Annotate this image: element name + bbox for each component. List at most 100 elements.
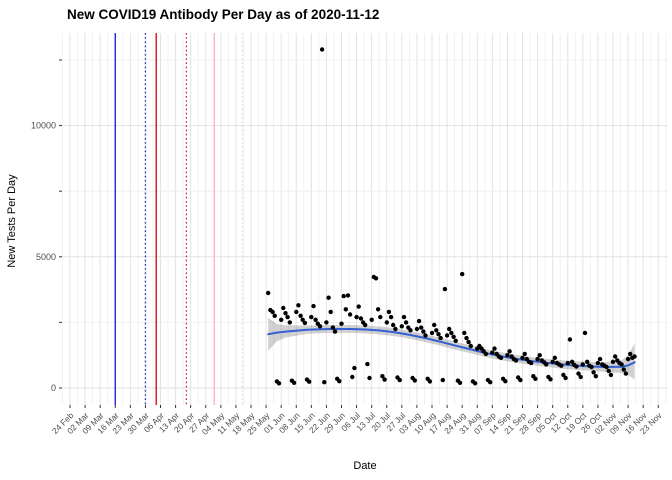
data-point xyxy=(565,360,570,366)
data-point xyxy=(625,356,631,362)
data-point xyxy=(332,329,338,334)
data-point xyxy=(347,312,353,317)
data-point xyxy=(399,324,404,329)
data-point xyxy=(287,320,292,325)
data-point xyxy=(550,359,555,364)
data-point xyxy=(595,360,601,366)
data-point xyxy=(296,303,301,308)
data-point xyxy=(604,364,609,370)
data-point xyxy=(380,374,385,379)
y-axis-title: New Tests Per Day xyxy=(6,174,18,268)
data-point xyxy=(317,324,323,329)
data-point xyxy=(391,322,396,328)
data-point xyxy=(544,362,549,367)
data-point xyxy=(436,332,441,337)
data-point xyxy=(414,326,420,332)
data-point xyxy=(507,349,512,354)
data-point xyxy=(597,356,603,362)
data-point xyxy=(365,361,370,367)
data-point xyxy=(339,321,344,326)
data-point xyxy=(513,358,519,363)
data-point xyxy=(520,355,525,360)
data-point xyxy=(291,380,297,385)
confidence-ribbon xyxy=(268,317,635,380)
data-point xyxy=(503,379,508,384)
data-point xyxy=(352,365,357,371)
data-point xyxy=(623,371,629,376)
data-point xyxy=(403,320,409,325)
data-point xyxy=(580,362,585,367)
data-point xyxy=(373,276,379,281)
data-point xyxy=(464,335,469,341)
data-point xyxy=(498,355,504,360)
data-point xyxy=(585,359,590,364)
data-point xyxy=(505,353,510,358)
data-point xyxy=(589,364,594,370)
data-point xyxy=(432,322,437,328)
data-point xyxy=(559,363,564,368)
data-point xyxy=(401,314,407,320)
data-point xyxy=(610,359,616,364)
data-point xyxy=(468,343,473,349)
data-point xyxy=(429,330,435,336)
data-point xyxy=(574,364,579,369)
x-axis-title: Date xyxy=(353,460,376,472)
data-point xyxy=(522,351,527,357)
data-point xyxy=(606,368,611,374)
data-point xyxy=(298,313,303,318)
data-point xyxy=(427,379,433,384)
data-point xyxy=(421,329,426,334)
data-point xyxy=(412,378,417,383)
data-point xyxy=(621,367,626,372)
data-point xyxy=(492,346,497,351)
data-point xyxy=(337,379,342,384)
data-point xyxy=(300,317,305,322)
data-point xyxy=(397,377,402,383)
data-point xyxy=(309,314,314,320)
data-point xyxy=(330,325,336,330)
data-point xyxy=(386,309,392,315)
data-point xyxy=(462,330,467,336)
data-point xyxy=(266,290,271,296)
data-point xyxy=(328,309,333,315)
data-point xyxy=(393,326,398,332)
data-point xyxy=(388,314,394,320)
y-tick-label: 5000 xyxy=(36,252,56,262)
data-point xyxy=(378,314,383,320)
data-point xyxy=(384,320,389,325)
data-point xyxy=(319,47,325,52)
data-point xyxy=(302,320,308,326)
chart-title: New COVID19 Antibody Per Day as of 2020-… xyxy=(67,7,379,22)
data-point xyxy=(632,354,637,359)
data-point xyxy=(270,309,275,315)
data-point xyxy=(451,334,456,339)
data-point xyxy=(382,377,387,382)
data-point xyxy=(311,303,316,309)
data-point xyxy=(619,362,624,367)
data-point xyxy=(272,313,277,318)
data-point xyxy=(294,309,299,315)
data-point xyxy=(490,350,495,355)
data-point xyxy=(283,311,288,316)
data-point xyxy=(285,314,290,320)
data-point xyxy=(341,293,346,299)
data-point xyxy=(537,353,542,358)
data-point xyxy=(613,354,618,359)
data-point xyxy=(460,271,465,277)
data-point xyxy=(419,325,424,330)
y-tick-label: 10000 xyxy=(31,121,56,131)
data-point xyxy=(313,317,318,322)
data-point xyxy=(440,377,445,383)
data-point xyxy=(563,375,568,381)
data-point xyxy=(466,339,471,345)
data-point xyxy=(561,372,566,378)
data-point xyxy=(444,333,450,338)
data-point xyxy=(472,381,478,386)
data-point xyxy=(518,377,523,383)
data-point xyxy=(416,318,422,324)
data-point xyxy=(367,375,372,381)
data-point xyxy=(608,372,614,378)
data-point xyxy=(375,307,381,312)
